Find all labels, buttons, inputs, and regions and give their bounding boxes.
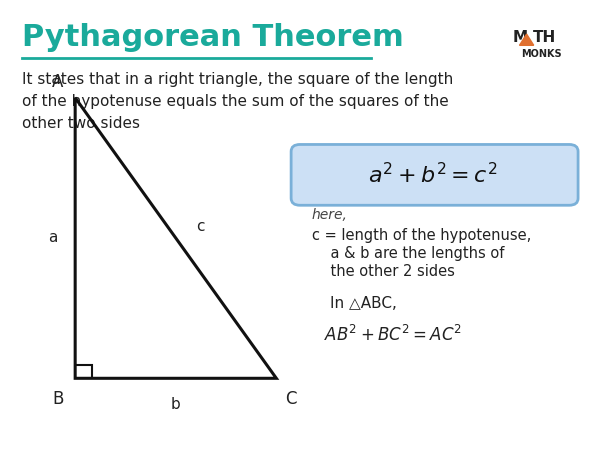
Text: $AB^2 + BC^2 = AC^2$: $AB^2 + BC^2 = AC^2$ bbox=[323, 325, 462, 345]
Text: Pythagorean Theorem: Pythagorean Theorem bbox=[22, 23, 404, 52]
Text: B: B bbox=[52, 390, 64, 408]
Text: here,: here, bbox=[312, 208, 348, 222]
Text: In △ABC,: In △ABC, bbox=[329, 297, 397, 311]
Text: M: M bbox=[513, 30, 528, 45]
Text: TH: TH bbox=[533, 30, 556, 45]
Text: b: b bbox=[171, 397, 181, 412]
Text: c = length of the hypotenuse,: c = length of the hypotenuse, bbox=[312, 228, 531, 243]
Text: the other 2 sides: the other 2 sides bbox=[312, 264, 455, 279]
Text: a: a bbox=[48, 230, 58, 246]
Text: A: A bbox=[52, 73, 64, 91]
Text: $a^2 + b^2 = c^2$: $a^2 + b^2 = c^2$ bbox=[368, 162, 498, 187]
Text: It states that in a right triangle, the square of the length
of the hypotenuse e: It states that in a right triangle, the … bbox=[22, 72, 453, 131]
Text: C: C bbox=[285, 390, 297, 408]
Text: a & b are the lengths of: a & b are the lengths of bbox=[312, 247, 504, 261]
Polygon shape bbox=[520, 34, 534, 45]
Text: MONKS: MONKS bbox=[521, 49, 562, 59]
FancyBboxPatch shape bbox=[291, 145, 578, 205]
Text: c: c bbox=[196, 219, 205, 234]
